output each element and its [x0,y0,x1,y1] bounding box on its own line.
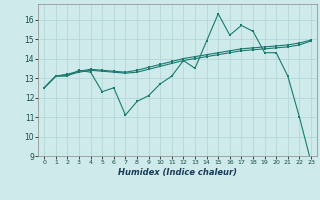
X-axis label: Humidex (Indice chaleur): Humidex (Indice chaleur) [118,168,237,177]
